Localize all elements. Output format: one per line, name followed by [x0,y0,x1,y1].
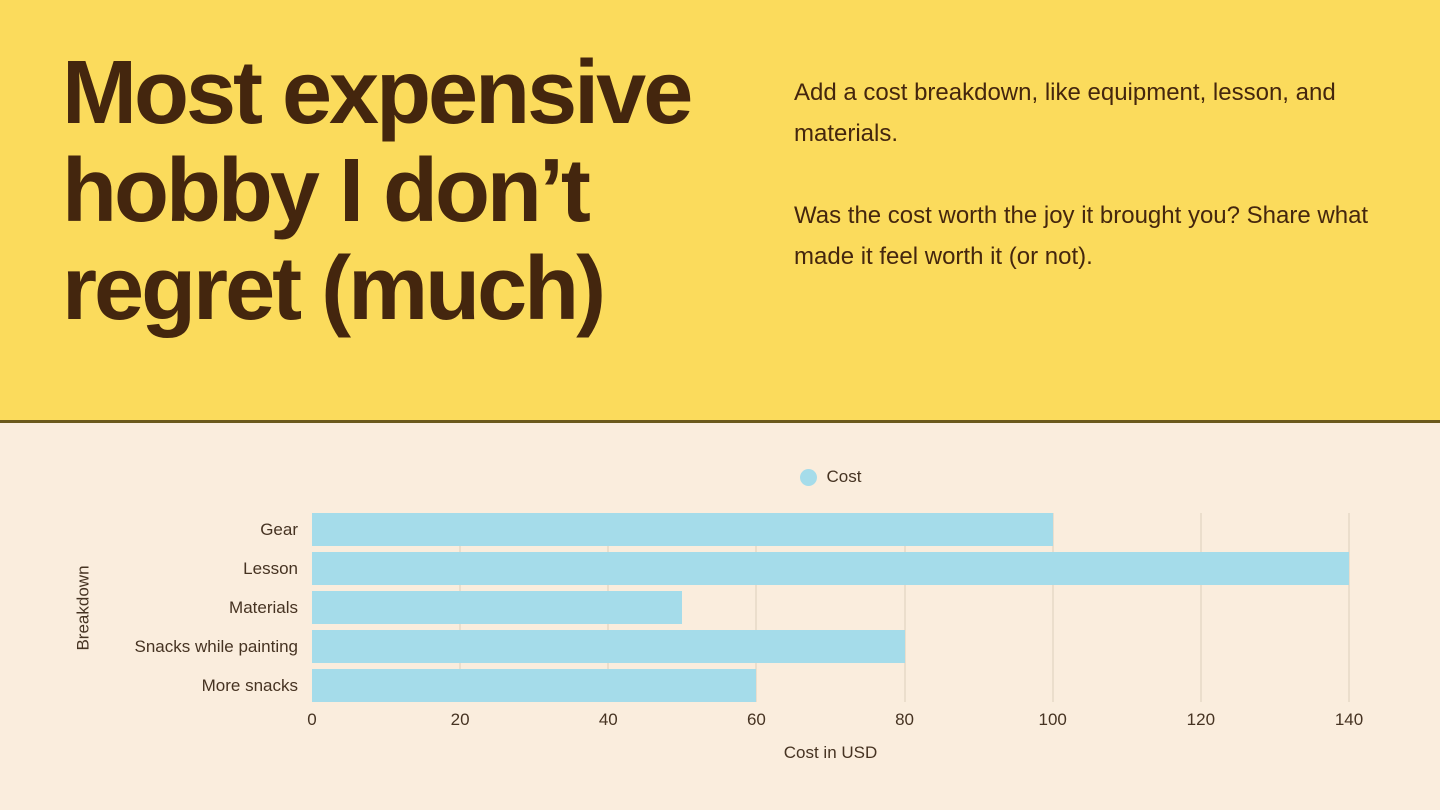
section-divider [0,420,1440,423]
header-section: Most expensive hobby I don’t regret (muc… [0,0,1440,420]
x-tick-label: 80 [895,710,915,729]
x-tick-label: 100 [1038,710,1067,729]
page-title: Most expensive hobby I don’t regret (muc… [62,43,693,339]
gridline [903,513,906,702]
legend-marker-icon [799,468,817,486]
category-label: More snacks [201,676,298,695]
description: Add a cost breakdown, like equipment, le… [794,72,1379,277]
x-tick-label: 140 [1334,710,1364,729]
description-paragraph-2: Was the cost worth the joy it brought yo… [794,202,1369,270]
bar [312,552,1349,585]
gridline [1051,513,1054,702]
bar [312,513,1053,546]
bar [312,591,683,624]
x-axis-title: Cost in USD [783,743,878,762]
bar-chart: Cost Breakdown Gear Lesson Materials Snacks… [0,423,1440,810]
plot-area [312,513,1350,702]
x-tick-label: 120 [1186,710,1216,729]
bar [312,630,905,663]
gridline [755,513,758,702]
category-label: Snacks while painting [134,637,298,656]
x-tick-label: 0 [307,710,317,729]
chart-legend: Cost [312,467,1349,487]
x-tick-label: 40 [598,710,618,729]
category-label: Gear [260,520,298,539]
bar [312,669,757,702]
x-tick-label: 20 [450,710,470,729]
category-label: Materials [229,598,298,617]
category-labels: Gear Lesson Materials Snacks while painting… [0,513,298,702]
x-axis-ticks: 0 20 40 60 80 100 120 140 [307,710,1363,734]
legend-label: Cost [826,467,862,486]
gridline [1348,513,1350,702]
x-tick-label: 60 [746,710,766,729]
category-label: Lesson [243,559,298,578]
gridline [1199,513,1202,702]
description-paragraph-1: Add a cost breakdown, like equipment, le… [794,79,1336,147]
